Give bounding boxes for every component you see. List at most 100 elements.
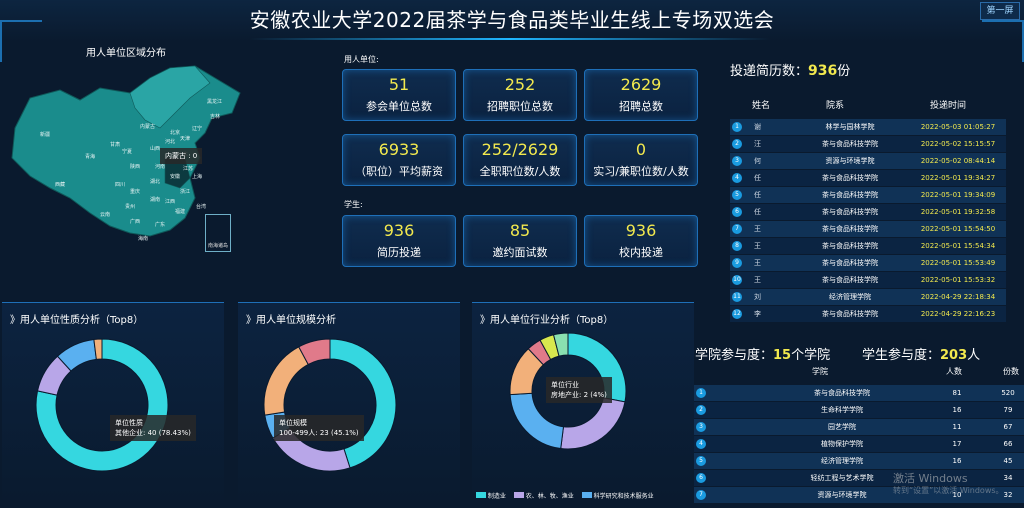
map-region-china bbox=[11, 65, 241, 237]
college-row[interactable]: 3 园艺学院 11 67 bbox=[692, 419, 1024, 435]
resume-row[interactable]: 2 汪 茶与食品科技学院 2022-05-02 15:15:57 bbox=[730, 136, 1006, 152]
panel-unit-industry: 》用人单位行业分析（Top8） 单位行业 房地产业: 2 (4%) 制造业 农、… bbox=[472, 302, 694, 508]
row-index: 5 bbox=[696, 456, 706, 466]
row-time: 2022-04-29 22:18:34 bbox=[920, 293, 996, 301]
map-label: 福建 bbox=[175, 208, 185, 215]
stat-label: 实习/兼职位数/人数 bbox=[593, 165, 689, 178]
resume-row[interactable]: 3 何 资源与环境学院 2022-05-02 08:44:14 bbox=[730, 153, 1006, 169]
college-row[interactable]: 4 植物保护学院 17 66 bbox=[692, 436, 1024, 452]
map-label: 甘肃 bbox=[110, 141, 120, 148]
legend-item[interactable]: 科学研究和技术服务业 bbox=[593, 493, 654, 500]
college-row[interactable]: 7 资源与环境学院 10 32 bbox=[692, 487, 1024, 503]
stat-label: 招聘职位总数 bbox=[487, 100, 553, 113]
china-map[interactable]: 黑龙江 吉林 辽宁 内蒙古 新疆 西藏 青海 甘肃 宁夏 陕西 山西 河北 北京… bbox=[0, 58, 250, 258]
resume-row[interactable]: 5 任 茶与食品科技学院 2022-05-01 19:34:09 bbox=[730, 187, 1006, 203]
college-row[interactable]: 1 茶与食品科技学院 81 520 bbox=[692, 385, 1024, 401]
stat-card-fulltime: 252/2629 全职职位数/人数 bbox=[463, 134, 577, 186]
row-time: 2022-05-02 08:44:14 bbox=[920, 157, 996, 165]
row-dept: 茶与食品科技学院 bbox=[822, 140, 878, 148]
resume-row[interactable]: 7 王 茶与食品科技学院 2022-05-01 15:54:50 bbox=[730, 221, 1006, 237]
resume-title-prefix: 投递简历数： bbox=[730, 64, 809, 79]
resume-header-name: 姓名 bbox=[752, 101, 771, 111]
row-name: 王 bbox=[754, 242, 761, 250]
row-index: 11 bbox=[732, 292, 742, 302]
row-index: 1 bbox=[696, 388, 706, 398]
south-china-sea-inset: 南海诸岛 bbox=[205, 214, 231, 252]
map-label: 浙江 bbox=[180, 188, 190, 195]
row-college: 经济管理学院 bbox=[821, 457, 863, 465]
row-college: 园艺学院 bbox=[828, 423, 856, 431]
resume-row[interactable]: 1 谢 林学与园林学院 2022-05-03 01:05:27 bbox=[730, 119, 1006, 135]
pie-slice[interactable] bbox=[298, 338, 331, 366]
stat-value: 6933 bbox=[378, 140, 420, 159]
pie-slice[interactable] bbox=[329, 338, 397, 469]
row-time: 2022-05-01 19:34:27 bbox=[920, 174, 996, 182]
row-index: 2 bbox=[696, 405, 706, 415]
college-row[interactable]: 2 生命科学学院 16 79 bbox=[692, 402, 1024, 418]
resume-row[interactable]: 6 任 茶与食品科技学院 2022-05-01 19:32:58 bbox=[730, 204, 1006, 220]
stat-card-participating-units: 51 参会单位总数 bbox=[342, 69, 456, 121]
chart-tooltip-nature: 单位性质 其他企业: 40 (78.43%) bbox=[110, 415, 196, 441]
map-label: 四川 bbox=[115, 182, 125, 188]
map-label: 河北 bbox=[165, 138, 175, 145]
tooltip-value: 房地产业: 2 (4%) bbox=[551, 391, 607, 399]
stat-label: 邀约面试数 bbox=[492, 246, 548, 259]
resume-row[interactable]: 10 王 茶与食品科技学院 2022-05-01 15:53:32 bbox=[730, 272, 1006, 288]
legend-item[interactable]: 农、林、牧、渔业 bbox=[525, 493, 574, 500]
row-share: 67 bbox=[1003, 423, 1013, 431]
college-table-header-share: 份数 bbox=[1003, 367, 1019, 376]
row-index: 3 bbox=[732, 156, 742, 166]
row-index: 3 bbox=[696, 422, 706, 432]
pie-chart-industry[interactable] bbox=[472, 325, 694, 495]
map-label: 新疆 bbox=[40, 131, 50, 138]
map-tooltip: 内蒙古 : 0 bbox=[160, 148, 203, 164]
college-row[interactable]: 5 经济管理学院 16 45 bbox=[692, 453, 1024, 469]
legend-swatch bbox=[513, 492, 524, 498]
row-name: 汪 bbox=[754, 140, 761, 148]
row-share: 520 bbox=[1001, 389, 1015, 397]
stat-label: 全职职位数/人数 bbox=[479, 165, 561, 178]
row-name: 王 bbox=[754, 225, 761, 233]
row-dept: 茶与食品科技学院 bbox=[822, 225, 878, 233]
map-label: 辽宁 bbox=[192, 125, 202, 132]
panel-unit-nature: 》用人单位性质分析（Top8） 单位性质 其他企业: 40 (78.43%) bbox=[2, 302, 224, 508]
stat-label: 参会单位总数 bbox=[366, 100, 432, 113]
map-region-inner-mongolia bbox=[129, 65, 211, 129]
resume-row[interactable]: 8 王 茶与食品科技学院 2022-05-01 15:54:34 bbox=[730, 238, 1006, 254]
resume-row[interactable]: 9 王 茶与食品科技学院 2022-05-01 15:53:49 bbox=[730, 255, 1006, 271]
map-label: 吉林 bbox=[210, 113, 220, 120]
first-screen-button[interactable]: 第一屏 bbox=[980, 2, 1020, 20]
pie-slice[interactable] bbox=[552, 332, 569, 357]
stat-value: 85 bbox=[509, 221, 531, 240]
panel-unit-scale: 》用人单位规模分析 单位规模 100-499人: 23 (45.1%) bbox=[238, 302, 460, 508]
stat-value: 51 bbox=[388, 75, 410, 94]
map-label: 广东 bbox=[155, 221, 165, 228]
college-count: 15 bbox=[773, 348, 792, 363]
college-row[interactable]: 6 轻纺工程与艺术学院 34 bbox=[692, 470, 1024, 486]
resume-row[interactable]: 11 刘 经济管理学院 2022-04-29 22:18:34 bbox=[730, 289, 1006, 305]
row-index: 5 bbox=[732, 190, 742, 200]
pie-slice[interactable] bbox=[93, 338, 103, 360]
row-dept: 茶与食品科技学院 bbox=[822, 310, 878, 318]
resume-unit: 份 bbox=[837, 64, 851, 79]
map-label: 台湾 bbox=[196, 203, 206, 210]
legend-item[interactable]: 制造业 bbox=[487, 493, 506, 500]
resume-row[interactable]: 12 李 茶与食品科技学院 2022-04-29 22:16:23 bbox=[730, 306, 1006, 322]
map-label: 内蒙古 bbox=[140, 123, 155, 130]
pie-slice[interactable] bbox=[560, 397, 626, 450]
map-label: 江西 bbox=[165, 198, 175, 205]
chart-title-nature: 》用人单位性质分析（Top8） bbox=[10, 315, 144, 326]
row-people: 81 bbox=[952, 389, 962, 397]
row-name: 任 bbox=[754, 208, 761, 216]
resume-header-time: 投递时间 bbox=[930, 101, 967, 111]
row-index: 7 bbox=[696, 490, 706, 500]
tooltip-title: 单位规模 bbox=[279, 419, 307, 427]
row-index: 2 bbox=[732, 139, 742, 149]
row-index: 4 bbox=[732, 173, 742, 183]
stat-card-resume-delivery: 936 简历投递 bbox=[342, 215, 456, 267]
row-dept: 林学与园林学院 bbox=[825, 123, 875, 131]
row-dept: 茶与食品科技学院 bbox=[822, 242, 878, 250]
resume-row[interactable]: 4 任 茶与食品科技学院 2022-05-01 19:34:27 bbox=[730, 170, 1006, 186]
pie-slice[interactable] bbox=[263, 346, 309, 416]
row-index: 4 bbox=[696, 439, 706, 449]
